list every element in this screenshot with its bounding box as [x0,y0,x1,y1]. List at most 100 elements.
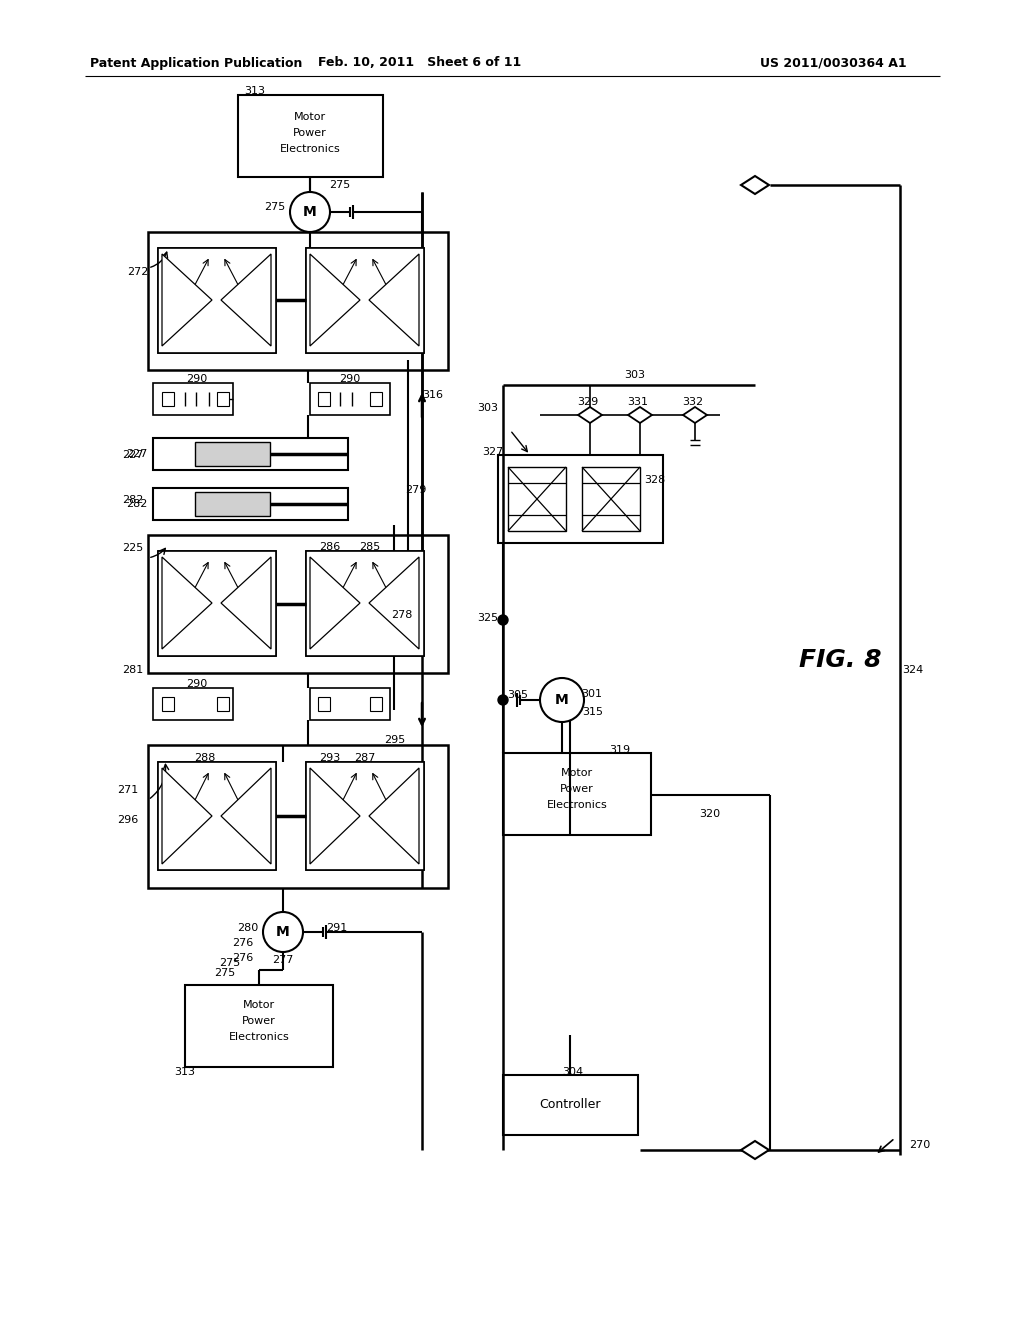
Bar [498,455,663,543]
Text: 275: 275 [214,968,236,978]
Bar [158,248,276,352]
Bar [508,467,566,531]
Text: 282: 282 [126,499,147,510]
Bar [238,95,383,177]
Bar [503,1074,638,1135]
Circle shape [498,615,508,624]
Bar [370,392,382,407]
Polygon shape [683,407,707,422]
Text: 304: 304 [562,1067,584,1077]
Circle shape [263,912,303,952]
Bar [158,762,276,870]
Bar [306,762,424,870]
Text: 329: 329 [578,397,599,407]
Text: 285: 285 [359,543,381,552]
Text: Power: Power [560,784,594,795]
Text: 271: 271 [118,785,138,795]
Polygon shape [221,768,271,865]
Text: FIG. 8: FIG. 8 [799,648,882,672]
Bar [503,752,651,836]
Text: 276: 276 [232,953,254,964]
Text: 327: 327 [482,447,504,457]
Text: 277: 277 [272,954,294,965]
Text: M: M [276,925,290,939]
Text: 281: 281 [123,665,143,675]
Text: 291: 291 [327,923,347,933]
Text: 305: 305 [508,690,528,700]
Bar [306,550,424,656]
Bar [310,383,390,414]
Bar [370,697,382,711]
Text: 276: 276 [232,939,254,948]
Text: 332: 332 [682,397,703,407]
Polygon shape [741,176,769,194]
Bar [185,985,333,1067]
Bar [148,744,449,888]
Polygon shape [162,253,212,346]
Text: 227: 227 [126,449,147,459]
Text: 286: 286 [319,543,341,552]
Bar [310,688,390,719]
Text: 331: 331 [628,397,648,407]
Text: Power: Power [293,128,327,139]
Polygon shape [741,1140,769,1159]
Bar [158,248,276,352]
Polygon shape [221,557,271,649]
Bar [306,762,424,870]
Text: 319: 319 [609,744,631,755]
Bar [162,392,174,407]
Polygon shape [628,407,652,422]
Text: Electronics: Electronics [280,144,340,154]
Bar [148,535,449,673]
Text: 320: 320 [699,809,721,818]
Text: 288: 288 [195,752,216,763]
Bar [306,550,424,656]
Bar [217,697,229,711]
Text: 282: 282 [122,495,143,506]
Text: 328: 328 [644,475,666,484]
Text: M: M [303,205,316,219]
Bar [153,438,348,470]
Text: 279: 279 [406,484,427,495]
Polygon shape [310,253,360,346]
Bar [162,697,174,711]
Text: Electronics: Electronics [228,1032,290,1041]
Text: 303: 303 [625,370,645,380]
Text: 275: 275 [264,202,286,213]
Polygon shape [162,557,212,649]
Bar [158,550,276,656]
Circle shape [290,191,330,232]
Circle shape [498,696,508,705]
Text: 293: 293 [319,752,341,763]
Text: 315: 315 [583,708,603,717]
Text: 290: 290 [186,678,208,689]
Text: 296: 296 [118,814,138,825]
Text: 275: 275 [330,180,350,190]
Text: Electronics: Electronics [547,800,607,810]
Polygon shape [369,768,419,865]
Polygon shape [578,407,602,422]
Polygon shape [221,253,271,346]
Text: 290: 290 [339,374,360,384]
Text: US 2011/0030364 A1: US 2011/0030364 A1 [760,57,906,70]
Text: 295: 295 [384,735,406,744]
Text: Motor: Motor [561,768,593,777]
Text: 313: 313 [245,86,265,96]
Text: 225: 225 [123,543,143,553]
Polygon shape [162,768,212,865]
Circle shape [540,678,584,722]
Bar [153,383,233,414]
Bar [195,492,270,516]
Polygon shape [369,557,419,649]
Text: 280: 280 [238,923,259,933]
Text: Power: Power [242,1016,275,1026]
Bar [217,392,229,407]
Bar [148,232,449,370]
Text: 324: 324 [902,665,924,675]
Text: Patent Application Publication: Patent Application Publication [90,57,302,70]
Polygon shape [310,557,360,649]
Bar [306,248,424,352]
Text: 325: 325 [477,612,499,623]
Polygon shape [369,253,419,346]
Text: Feb. 10, 2011   Sheet 6 of 11: Feb. 10, 2011 Sheet 6 of 11 [318,57,521,70]
